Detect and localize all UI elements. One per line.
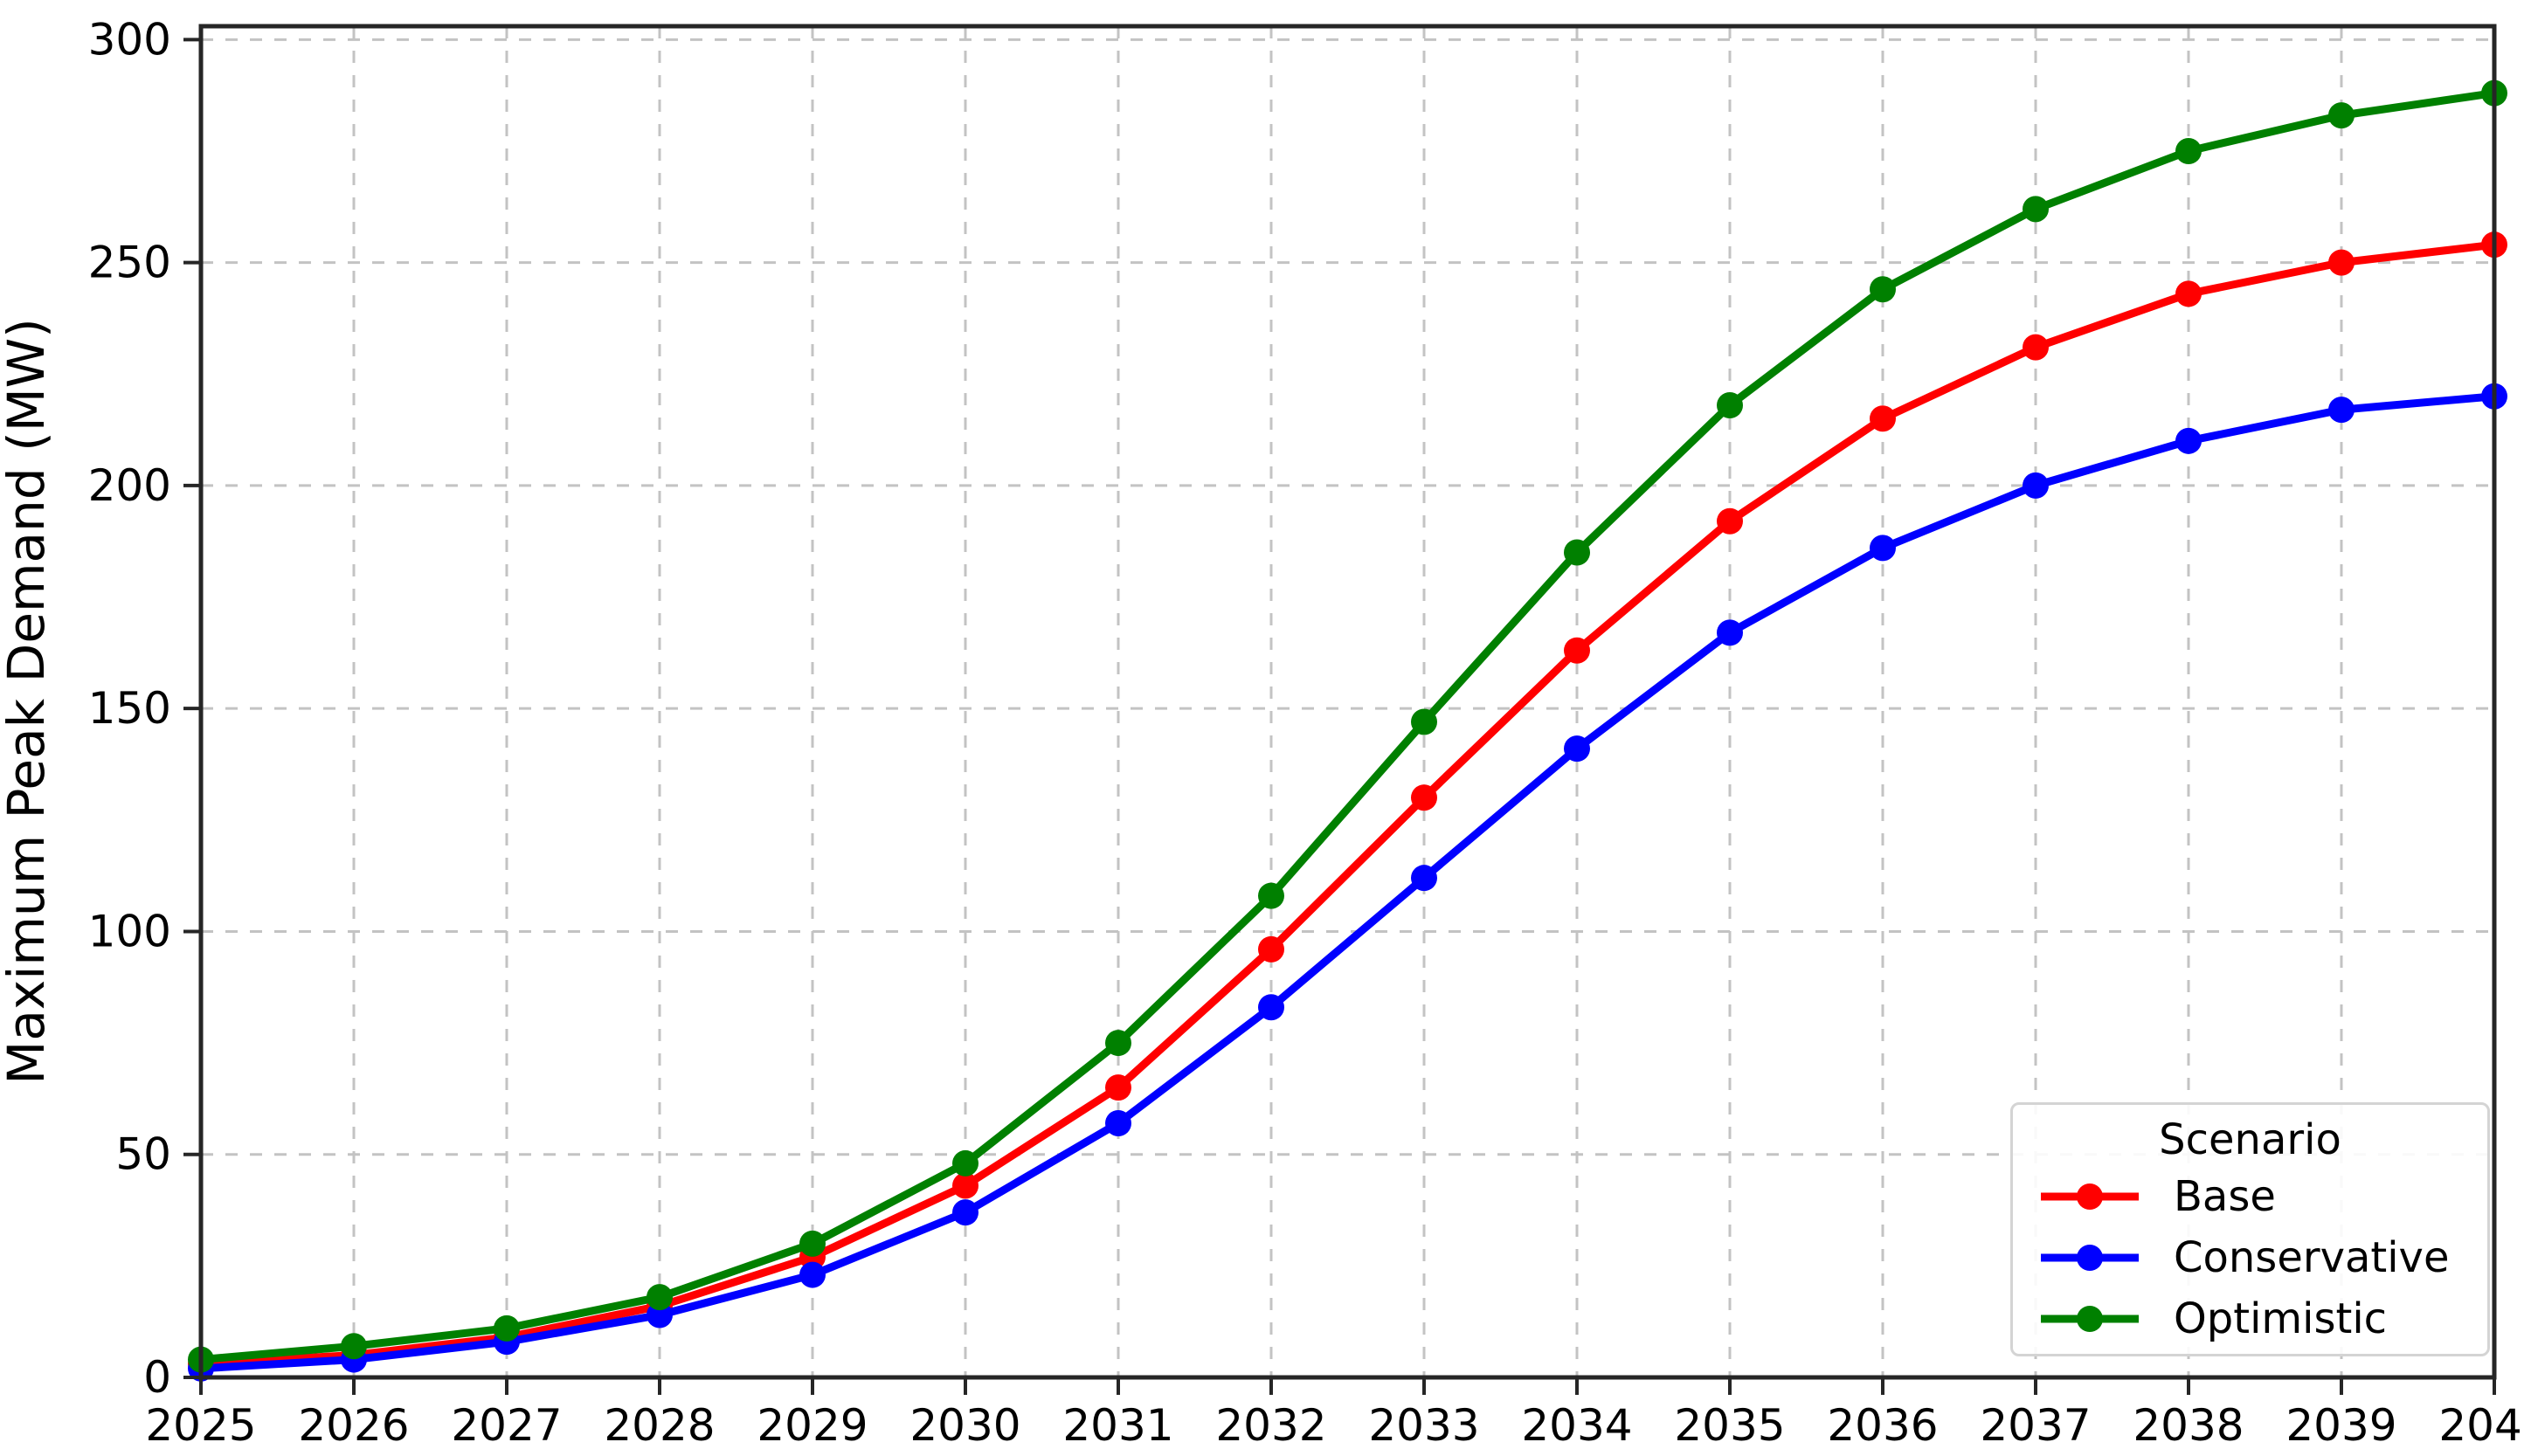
data-point — [2175, 137, 2202, 164]
data-point — [2023, 196, 2049, 223]
data-point — [494, 1315, 520, 1342]
x-tick-label: 2028 — [604, 1400, 715, 1451]
legend-line-dot-icon — [2041, 1245, 2139, 1271]
data-point — [2328, 249, 2355, 276]
axes — [183, 24, 2497, 1395]
data-point — [1258, 935, 1284, 963]
legend-item-conservative: Conservative — [2013, 1227, 2487, 1288]
y-tick-label: 200 — [88, 460, 171, 511]
legend-item-optimistic: Optimistic — [2013, 1288, 2487, 1349]
x-tick-label: 2029 — [757, 1400, 868, 1451]
legend-item-base: Base — [2013, 1166, 2487, 1227]
y-tick-label: 300 — [88, 14, 171, 65]
data-point — [799, 1230, 826, 1257]
x-tick-label: 2026 — [298, 1400, 409, 1451]
legend-label-conservative: Conservative — [2174, 1233, 2450, 1282]
y-tick-label: 250 — [88, 238, 171, 288]
data-point — [647, 1284, 673, 1311]
data-point — [1564, 637, 1590, 664]
data-point — [1870, 405, 1896, 432]
legend-label-optimistic: Optimistic — [2174, 1294, 2388, 1343]
data-point — [952, 1199, 978, 1226]
data-point — [2175, 427, 2202, 454]
series-lines — [188, 79, 2507, 1382]
data-point — [1105, 1030, 1131, 1057]
y-tick-label: 150 — [88, 683, 171, 734]
legend-label-base: Base — [2174, 1172, 2276, 1221]
x-tick-label: 2032 — [1215, 1400, 1326, 1451]
data-point — [1411, 784, 1437, 811]
y-tick-label: 50 — [115, 1129, 171, 1180]
x-tick-label: 2027 — [451, 1400, 562, 1451]
y-tick-label: 0 — [143, 1352, 171, 1403]
x-tick-label: 2030 — [909, 1400, 1020, 1451]
x-tick-label: 2025 — [145, 1400, 256, 1451]
data-point — [952, 1172, 978, 1199]
data-point — [2023, 472, 2049, 499]
data-point — [1105, 1109, 1131, 1136]
data-point — [1411, 708, 1437, 735]
plot-border — [198, 24, 2497, 1380]
x-tick-label: 2033 — [1368, 1400, 1479, 1451]
data-point — [1258, 882, 1284, 909]
data-point — [2328, 102, 2355, 129]
tick-labels: 2025 2026 2027 2028 2029 2030 2031 2032 2033 2034… — [88, 14, 2524, 1451]
y-axis-label: Maximum Peak Demand (MW) — [0, 318, 56, 1084]
data-point — [2328, 397, 2355, 424]
x-tick-label: 2036 — [1827, 1400, 1938, 1451]
x-tick-label: 2034 — [1521, 1400, 1632, 1451]
x-tick-label: 2037 — [1980, 1400, 2091, 1451]
data-point — [799, 1261, 826, 1288]
y-tick-label: 100 — [88, 906, 171, 956]
data-point — [1564, 539, 1590, 566]
data-point — [341, 1333, 367, 1360]
data-point — [952, 1149, 978, 1177]
x-tick-label: 2038 — [2133, 1400, 2244, 1451]
data-point — [1870, 535, 1896, 562]
data-point — [1258, 994, 1284, 1021]
legend: Scenario Base Conservative Optimistic — [2010, 1102, 2490, 1356]
series-line-optimistic — [197, 89, 2499, 1364]
series-line-conservative — [197, 392, 2499, 1373]
data-point — [1411, 865, 1437, 892]
data-point — [1870, 276, 1896, 303]
legend-line-dot-icon — [2041, 1183, 2139, 1210]
data-point — [2023, 334, 2049, 361]
legend-title: Scenario — [2159, 1115, 2341, 1164]
data-point — [1105, 1074, 1131, 1101]
data-point — [1717, 391, 1743, 418]
x-tick-label: 2031 — [1062, 1400, 1173, 1451]
legend-line-dot-icon — [2041, 1306, 2139, 1332]
data-point — [1717, 507, 1743, 535]
data-point — [1717, 619, 1743, 646]
series-line-base — [197, 240, 2499, 1369]
x-tick-label: 2039 — [2285, 1400, 2396, 1451]
data-point — [2175, 280, 2202, 307]
data-point — [1564, 735, 1590, 763]
x-tick-label: 2035 — [1674, 1400, 1785, 1451]
